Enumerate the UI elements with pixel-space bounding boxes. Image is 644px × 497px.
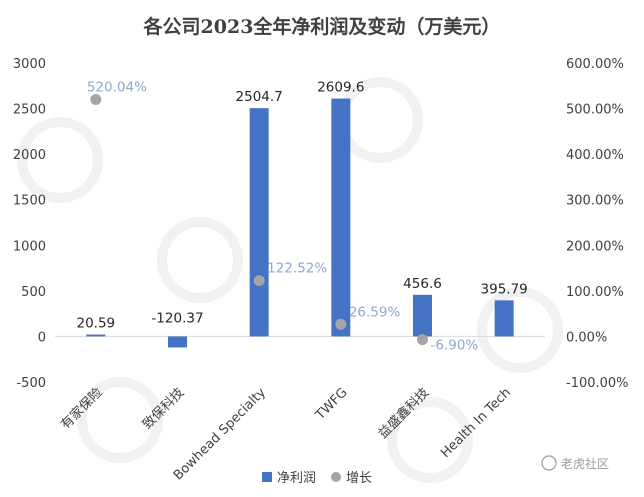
left-tick-label: 500 bbox=[21, 285, 46, 300]
legend-label-bar: 净利润 bbox=[277, 471, 316, 486]
left-tick-label: -500 bbox=[16, 376, 46, 391]
right-tick-label: 200.00% bbox=[566, 239, 624, 254]
bar-data-label: 395.79 bbox=[481, 281, 528, 297]
bar-data-labels: 20.59 -120.37 2504.7 2609.6 456.6 395.79 bbox=[77, 80, 528, 332]
watermark-shape bbox=[157, 217, 243, 303]
category-label: TWFG bbox=[312, 385, 350, 423]
bar-data-label: 20.59 bbox=[77, 316, 116, 332]
growth-point bbox=[90, 93, 102, 105]
legend-swatch-bar bbox=[262, 472, 272, 482]
left-tick-label: 1000 bbox=[13, 239, 46, 254]
bar bbox=[249, 108, 269, 337]
bar bbox=[168, 336, 187, 348]
growth-data-label: 520.04% bbox=[87, 79, 147, 95]
bar-data-label: -120.37 bbox=[151, 310, 203, 326]
right-tick-label: -100.00% bbox=[566, 376, 629, 391]
left-tick-label: 2500 bbox=[13, 103, 46, 118]
watermark-shape bbox=[77, 377, 163, 463]
watermark-shape bbox=[387, 397, 473, 483]
growth-data-label: -6.90% bbox=[431, 338, 479, 354]
growth-data-label: 122.52% bbox=[267, 261, 327, 277]
bar bbox=[494, 300, 514, 337]
watermark: 老虎社区 bbox=[541, 455, 609, 471]
growth-data-label: 26.59% bbox=[349, 304, 401, 320]
right-tick-label: 0.00% bbox=[566, 330, 607, 345]
right-tick-label: 400.00% bbox=[566, 148, 624, 163]
growth-series bbox=[90, 93, 428, 346]
left-tick-label: 1500 bbox=[13, 194, 46, 209]
bar bbox=[331, 98, 351, 337]
bar-data-label: 2609.6 bbox=[317, 80, 364, 96]
legend-label-dot: 增长 bbox=[346, 471, 372, 486]
right-tick-label: 300.00% bbox=[566, 194, 624, 209]
growth-point bbox=[335, 318, 347, 330]
watermark-shape bbox=[477, 287, 563, 373]
watermark-layer bbox=[17, 77, 563, 483]
left-y-axis: 3000 2500 2000 1500 1000 500 0 -500 bbox=[13, 57, 46, 391]
left-tick-label: 0 bbox=[38, 330, 46, 345]
watermark-shape bbox=[17, 117, 103, 203]
category-label: Health In Tech bbox=[438, 385, 514, 461]
growth-data-labels: 520.04% 122.52% 26.59% -6.90% bbox=[87, 79, 479, 353]
left-tick-label: 3000 bbox=[13, 57, 46, 72]
bar-data-label: 2504.7 bbox=[236, 89, 283, 105]
watermark-text: 老虎社区 bbox=[561, 456, 609, 471]
right-tick-label: 500.00% bbox=[566, 103, 624, 118]
left-tick-label: 2000 bbox=[13, 148, 46, 163]
bar bbox=[413, 294, 432, 337]
right-y-axis: 600.00% 500.00% 400.00% 300.00% 200.00% 100.0… bbox=[566, 57, 629, 391]
growth-point bbox=[253, 275, 265, 287]
legend: 净利润 增长 bbox=[262, 471, 372, 486]
bar-data-label: 456.6 bbox=[403, 276, 442, 292]
bar bbox=[86, 334, 106, 337]
right-tick-label: 100.00% bbox=[566, 285, 624, 300]
growth-point bbox=[417, 334, 428, 346]
category-label: 益盛鑫科技 bbox=[375, 385, 432, 442]
watermark-logo-icon bbox=[541, 455, 557, 471]
right-tick-label: 600.00% bbox=[566, 57, 624, 72]
bar-series bbox=[86, 98, 514, 348]
category-label: Bowhead Specialty bbox=[171, 385, 269, 483]
chart-title: 各公司2023全年净利润及变动（万美元） bbox=[143, 15, 501, 38]
legend-swatch-dot bbox=[331, 472, 341, 482]
